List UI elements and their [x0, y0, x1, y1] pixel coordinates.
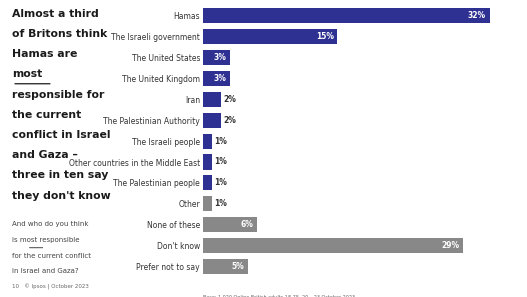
Text: 1%: 1%: [214, 178, 228, 187]
Text: 5%: 5%: [231, 262, 244, 271]
Text: 2%: 2%: [223, 116, 237, 125]
Text: for the current conflict: for the current conflict: [12, 253, 91, 259]
Bar: [203, 29, 337, 44]
Text: Base: 1,020 Online British adults 18-75, 20 – 23 October 2023: Base: 1,020 Online British adults 18-75,…: [203, 294, 355, 297]
Bar: [203, 196, 212, 211]
Text: 1%: 1%: [214, 137, 228, 146]
Text: most: most: [12, 69, 43, 80]
Bar: [203, 50, 230, 65]
Bar: [203, 92, 221, 107]
Bar: [203, 154, 212, 170]
Bar: [203, 113, 221, 128]
Bar: [203, 134, 212, 148]
Text: in Israel and Gaza?: in Israel and Gaza?: [12, 268, 79, 274]
Text: of Britons think: of Britons think: [12, 29, 108, 39]
Bar: [203, 217, 257, 232]
Bar: [203, 71, 230, 86]
Bar: [203, 8, 490, 23]
Text: ipsos: ipsos: [484, 273, 506, 282]
Text: 1%: 1%: [214, 157, 228, 167]
Bar: [203, 176, 212, 190]
Text: 6%: 6%: [240, 220, 253, 229]
Bar: [203, 238, 463, 253]
Text: 32%: 32%: [468, 11, 486, 20]
Text: Hamas are: Hamas are: [12, 49, 77, 59]
Text: three in ten say: three in ten say: [12, 170, 109, 181]
Bar: [203, 259, 248, 274]
Text: the current: the current: [12, 110, 82, 120]
Text: 29%: 29%: [441, 241, 459, 250]
Text: conflict in Israel: conflict in Israel: [12, 130, 111, 140]
Text: And who do you think: And who do you think: [12, 221, 89, 227]
Text: is most responsible: is most responsible: [12, 237, 80, 243]
Text: 3%: 3%: [213, 74, 226, 83]
Text: 3%: 3%: [213, 53, 226, 62]
Text: and Gaza –: and Gaza –: [12, 150, 78, 160]
Text: they don't know: they don't know: [12, 191, 111, 201]
Text: Almost a third: Almost a third: [12, 9, 99, 19]
Text: 1%: 1%: [214, 199, 228, 208]
Text: 15%: 15%: [316, 32, 334, 41]
Text: responsible for: responsible for: [12, 90, 104, 100]
Text: 10   © Ipsos | October 2023: 10 © Ipsos | October 2023: [12, 283, 89, 290]
Text: 2%: 2%: [223, 95, 237, 104]
